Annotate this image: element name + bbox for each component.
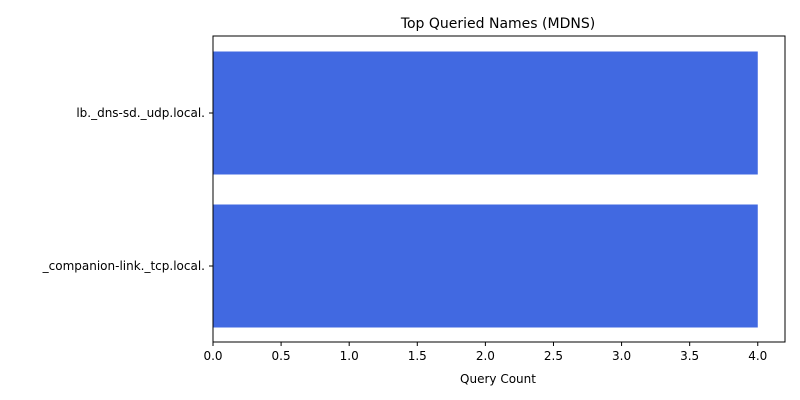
bar-0 (213, 51, 758, 175)
bars-layer (213, 51, 758, 328)
y-axis: lb._dns-sd._udp.local. _companion-link._t… (42, 106, 213, 273)
y-tick-label: lb._dns-sd._udp.local. (76, 106, 205, 120)
x-tick-label: 0.5 (272, 349, 291, 363)
x-tick-label: 2.0 (476, 349, 495, 363)
y-tick-label: _companion-link._tcp.local. (42, 259, 205, 273)
x-tick-label: 3.0 (612, 349, 631, 363)
x-tick-label: 1.0 (340, 349, 359, 363)
plot-frame (212, 35, 786, 343)
x-axis-label: Query Count (460, 372, 536, 386)
x-tick-label: 3.5 (680, 349, 699, 363)
x-axis: 0.0 0.5 1.0 1.5 2.0 2.5 3.0 3.5 4.0 (203, 342, 767, 363)
x-tick-label: 0.0 (203, 349, 222, 363)
x-tick-label: 4.0 (748, 349, 767, 363)
chart-title: Top Queried Names (MDNS) (400, 16, 595, 32)
bar-1 (213, 204, 758, 328)
x-tick-label: 1.5 (408, 349, 427, 363)
x-tick-label: 2.5 (544, 349, 563, 363)
